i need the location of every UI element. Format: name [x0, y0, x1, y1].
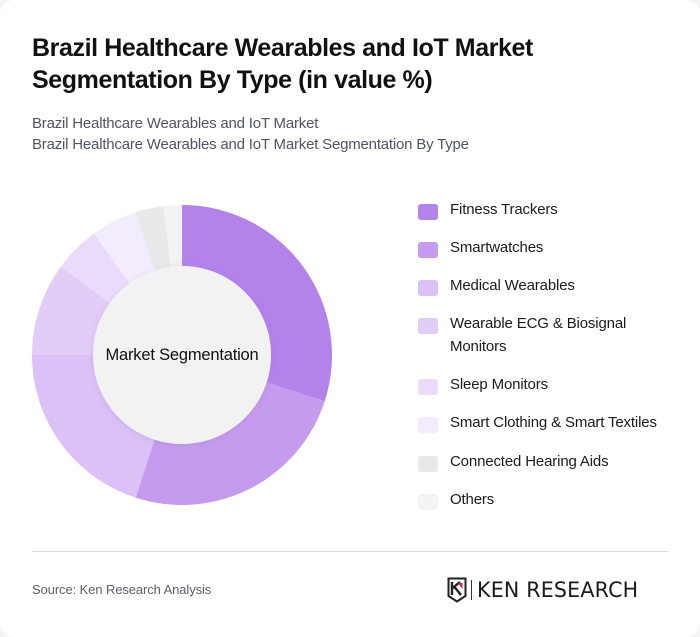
legend-swatch — [418, 242, 438, 258]
donut-slice — [93, 212, 155, 283]
legend-label: Sleep Monitors — [450, 376, 548, 393]
legend-label: Wearable ECG & Biosignal Monitors — [450, 315, 627, 355]
donut-slice — [60, 233, 130, 303]
donut-chart: Market Segmentation — [31, 204, 333, 506]
legend-swatch — [418, 204, 438, 220]
donut-svg — [32, 205, 332, 505]
logo-separator — [471, 580, 472, 600]
legend-item: Wearable ECG & Biosignal Monitors — [418, 312, 688, 373]
legend-label: Fitness Trackers — [450, 201, 558, 218]
ken-research-logo: KEN RESEARCH — [447, 577, 642, 603]
legend-item: Smart Clothing & Smart Textiles — [418, 411, 688, 450]
donut-slice — [182, 205, 332, 402]
donut-slice — [135, 382, 325, 505]
legend-label: Others — [450, 491, 495, 508]
legend-item: Others — [418, 488, 688, 526]
legend-label: Connected Hearing Aids — [450, 453, 609, 470]
legend-item: Medical Wearables — [418, 274, 688, 312]
source-note: Source: Ken Research Analysis — [32, 582, 212, 597]
legend-label: Smartwatches — [450, 239, 544, 256]
legend-swatch — [418, 379, 438, 395]
legend-label: Smart Clothing & Smart Textiles — [450, 414, 657, 431]
chart-legend: Fitness Trackers Smartwatches Medical Wear… — [418, 198, 688, 526]
legend-label: Medical Wearables — [450, 277, 575, 294]
legend-swatch — [418, 318, 438, 334]
legend-swatch — [418, 494, 438, 510]
donut-slice — [135, 206, 171, 271]
donut-slice — [32, 355, 155, 498]
chart-title: Brazil Healthcare Wearables and IoT Mark… — [32, 34, 533, 94]
legend-item: Smartwatches — [418, 236, 688, 274]
legend-swatch — [418, 280, 438, 296]
legend-item: Sleep Monitors — [418, 373, 688, 411]
ken-shield-icon — [447, 577, 467, 603]
donut-hole — [93, 266, 271, 444]
legend-swatch — [418, 417, 438, 433]
chart-subtitle: Brazil Healthcare Wearables and IoT Mark… — [32, 113, 672, 155]
legend-item: Connected Hearing Aids — [418, 450, 688, 488]
footer-divider — [32, 551, 668, 552]
donut-slice — [163, 205, 182, 267]
donut-slice — [32, 266, 110, 355]
subtitle-line-1: Brazil Healthcare Wearables and IoT Mark… — [32, 115, 319, 132]
legend-item: Fitness Trackers — [418, 198, 688, 236]
subtitle-line-2: Brazil Healthcare Wearables and IoT Mark… — [32, 136, 469, 153]
legend-swatch — [418, 456, 438, 472]
logo-text: KEN RESEARCH — [477, 578, 639, 602]
